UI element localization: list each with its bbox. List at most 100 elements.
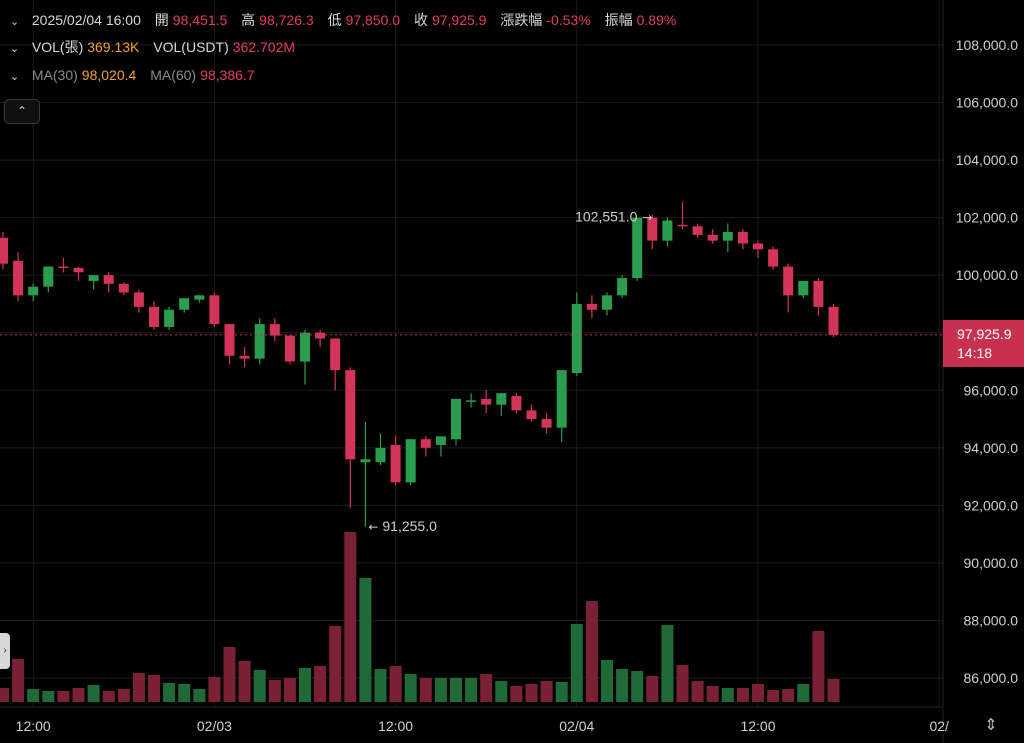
candle: [647, 214, 658, 250]
time-tick-label: 02/: [929, 718, 949, 734]
candle-body: [737, 232, 748, 244]
chevron-down-icon[interactable]: ⌄: [10, 43, 20, 55]
amplitude-value: 0.89%: [636, 12, 677, 28]
volume-row: ⌄ VOL(張) 369.13K VOL(USDT) 362.702M: [10, 37, 305, 57]
volume-bar: [661, 625, 674, 702]
candle: [179, 298, 190, 313]
volume-bar: [736, 688, 749, 702]
volume-bar: [102, 691, 115, 702]
candle: [0, 232, 8, 270]
candle-body: [662, 220, 673, 241]
candle: [375, 433, 386, 466]
volume-bar: [797, 684, 810, 702]
reset-scale-icon: ⇕: [984, 717, 998, 734]
change-label: 漲跌幅: [500, 12, 543, 28]
volume-bar: [450, 678, 462, 702]
candle: [571, 292, 582, 376]
price-axis[interactable]: 108,000.0 106,000.0 104,000.0 102,000.0 100,…: [956, 37, 1019, 686]
candle: [511, 393, 522, 414]
volume-bar: [42, 691, 55, 702]
close-label: 收: [413, 12, 428, 28]
candle-body: [541, 419, 552, 428]
price-tick-label: 106,000.0: [956, 95, 1018, 111]
reset-scale-button[interactable]: ⇕: [976, 713, 1006, 739]
candle: [149, 301, 159, 330]
chevron-down-icon[interactable]: ⌄: [10, 71, 20, 83]
high-price-label: 102,551.0: [575, 209, 637, 225]
candle-body: [58, 266, 69, 269]
side-panel-toggle[interactable]: ›: [0, 633, 10, 669]
candle-countdown: 14:18: [957, 345, 993, 361]
candle: [103, 272, 114, 293]
price-tick-label: 96,000.0: [964, 382, 1019, 398]
price-tick-label: 94,000.0: [964, 440, 1019, 456]
volume-bar: [344, 532, 357, 702]
candle: [405, 439, 416, 486]
candle-body: [118, 283, 129, 293]
volume-bar: [359, 578, 372, 702]
candle: [451, 398, 461, 445]
candle-body: [300, 332, 310, 362]
candle-body: [194, 295, 205, 300]
candle-body: [722, 232, 733, 241]
candle: [269, 318, 280, 342]
price-tick-label: 104,000.0: [956, 152, 1018, 168]
volume-bar: [329, 626, 342, 702]
candle: [526, 404, 537, 422]
price-tick-label: 100,000.0: [956, 267, 1018, 283]
price-tick-label: 90,000.0: [964, 555, 1019, 571]
candle: [118, 282, 129, 296]
candle-body: [753, 243, 763, 250]
chevron-down-icon[interactable]: ⌄: [10, 16, 20, 28]
candle: [28, 283, 39, 302]
candle-body: [224, 324, 235, 356]
candle: [662, 217, 673, 247]
price-tick-label: 88,000.0: [964, 612, 1019, 628]
candle: [541, 413, 552, 434]
candle: [737, 229, 748, 250]
volume-bar: [404, 674, 417, 702]
candle: [813, 278, 824, 316]
time-tick-label: 12:00: [378, 718, 413, 734]
volume-bar: [419, 678, 432, 702]
ohlc-row: ⌄ 2025/02/04 16:00 開 98,451.5 高 98,726.3 低…: [10, 10, 686, 30]
candle: [13, 252, 24, 302]
candle: [466, 393, 477, 408]
volume-bar: [585, 601, 598, 702]
collapse-indicators-button[interactable]: ⌃: [4, 99, 40, 124]
volume-bar: [87, 685, 100, 702]
low-value: 97,850.0: [345, 12, 401, 28]
arrow-right-icon: →: [642, 211, 652, 225]
open-value: 98,451.5: [172, 12, 228, 28]
price-tick-label: 108,000.0: [956, 37, 1018, 53]
low-price-label: 91,255.0: [382, 518, 437, 534]
candle: [496, 393, 507, 417]
candle-body: [692, 226, 703, 235]
candle-body: [420, 439, 431, 448]
low-annotation: ← 91,255.0: [368, 518, 437, 534]
candle-body: [556, 370, 567, 428]
volume-bar: [721, 688, 734, 702]
candle-body: [571, 303, 582, 374]
volume-bar: [812, 631, 825, 702]
volume-bar: [631, 671, 644, 702]
time-tick-label: 02/03: [197, 718, 232, 734]
ma30-label: MA(30): [31, 67, 78, 83]
candle-body: [375, 447, 386, 463]
candle-body: [481, 398, 492, 405]
ma60-value: 98,386.7: [200, 67, 255, 83]
candle-body: [43, 266, 54, 287]
candle: [753, 240, 763, 258]
volume-bar: [827, 679, 840, 702]
volume-bar: [223, 647, 236, 702]
current-price: 97,925.9: [957, 326, 1012, 342]
candle: [481, 390, 492, 414]
volume-bar: [12, 659, 25, 702]
volume-bar: [706, 686, 719, 702]
high-annotation: 102,551.0 →: [575, 209, 652, 225]
volume-bar: [616, 669, 629, 702]
time-axis[interactable]: 12:00 02/03 12:00 02/04 12:00 02/: [16, 718, 949, 734]
candle-body: [617, 278, 628, 296]
